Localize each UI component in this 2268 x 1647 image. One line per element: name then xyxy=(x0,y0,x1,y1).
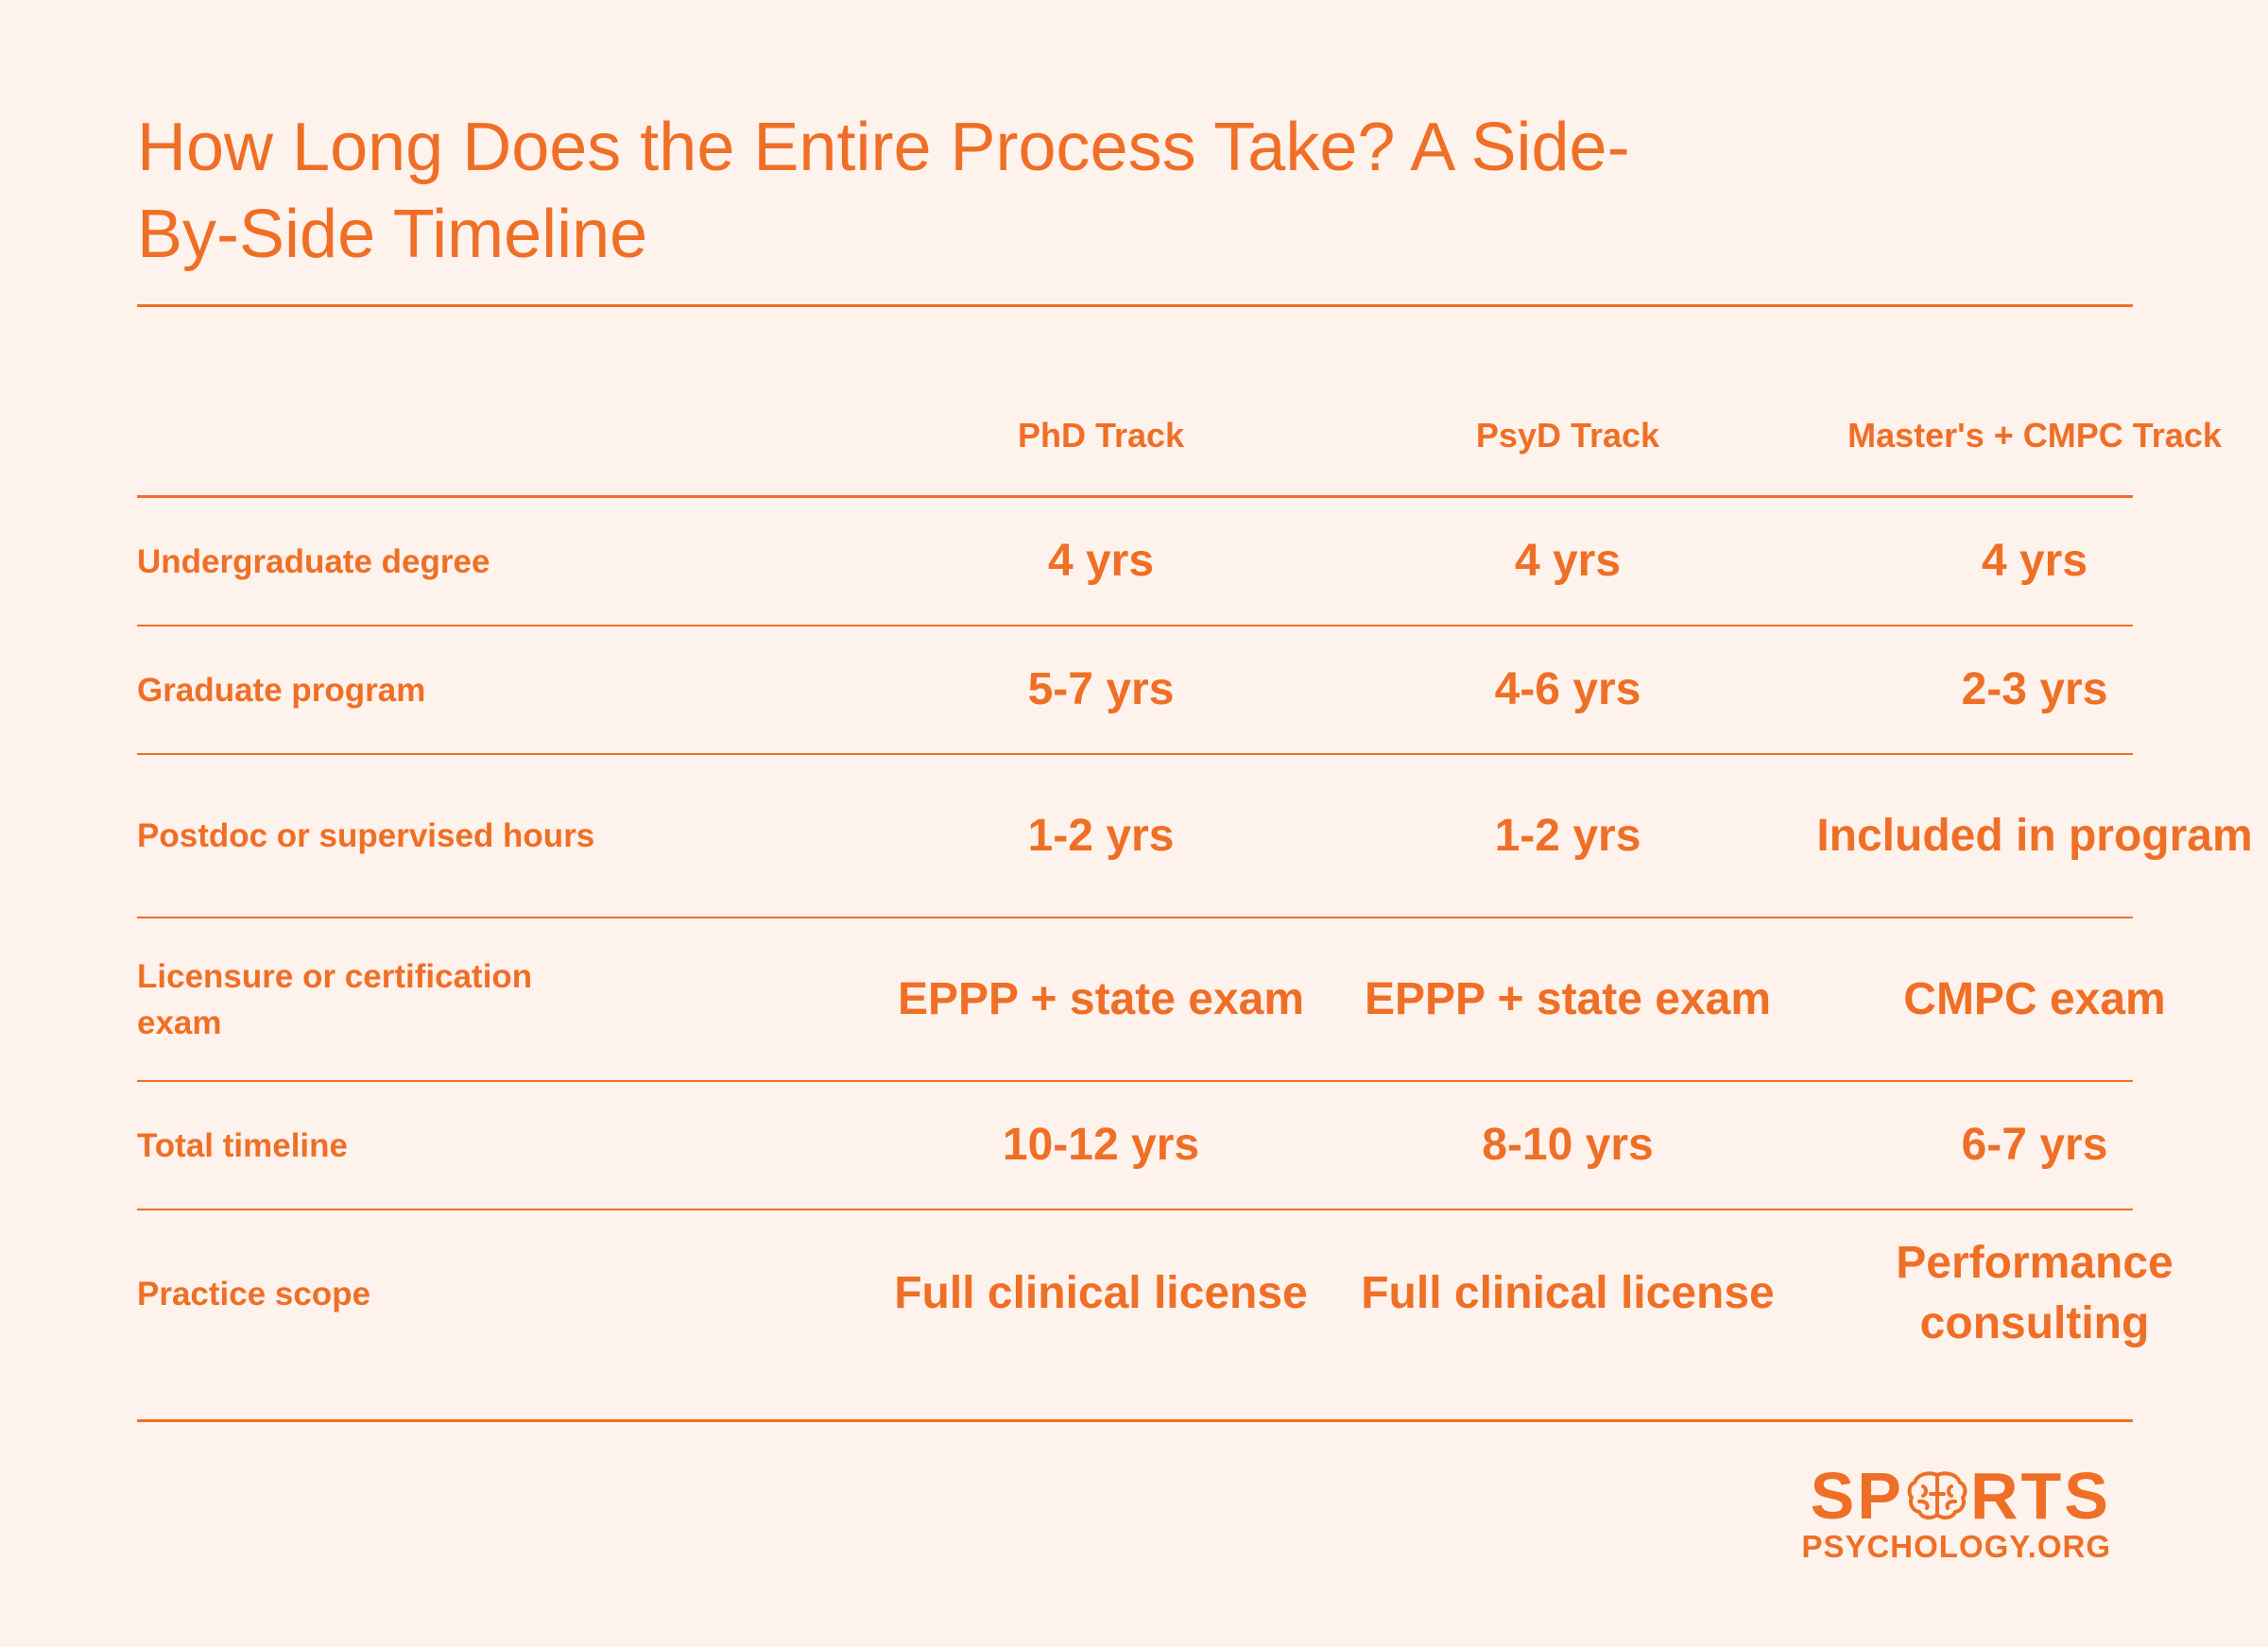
table-cell: 1-2 yrs xyxy=(1494,810,1641,861)
table-bottom-divider xyxy=(137,1419,2133,1422)
row-label: Undergraduate degree xyxy=(137,542,490,580)
title-divider xyxy=(137,304,2133,307)
table-cell: 10-12 yrs xyxy=(1002,1120,1200,1170)
table-cell: EPPP + state exam xyxy=(1364,973,1772,1024)
page-title: How Long Does the Entire Process Take? A… xyxy=(137,110,1630,272)
row-label: Graduate program xyxy=(137,671,426,709)
column-header-phd: PhD Track xyxy=(1017,416,1185,455)
table-cell: 8-10 yrs xyxy=(1482,1120,1654,1170)
sportspsychology-logo: SP RTS PSYCHOLOGY.ORG xyxy=(1801,1463,2111,1565)
table-cell: 5-7 yrs xyxy=(1027,664,1175,714)
table-cell: 4 yrs xyxy=(1981,536,2088,586)
table-row: Total timeline 10-12 yrs 8-10 yrs 6-7 yr… xyxy=(137,1082,2133,1210)
logo-subtext: PSYCHOLOGY.ORG xyxy=(1801,1529,2111,1564)
row-label: Practice scope xyxy=(137,1275,371,1312)
table-row: Graduate program 5-7 yrs 4-6 yrs 2-3 yrs xyxy=(137,626,2133,755)
table-row: Undergraduate degree 4 yrs 4 yrs 4 yrs xyxy=(137,498,2133,626)
row-label: Licensure or certification exam xyxy=(137,957,533,1041)
table-cell: 4-6 yrs xyxy=(1494,664,1641,714)
table-cell: Full clinical license xyxy=(1361,1268,1775,1318)
table-cell: CMPC exam xyxy=(1903,973,2166,1024)
table-header-row: PhD Track PsyD Track Master's + CMPC Tra… xyxy=(137,378,2222,498)
table-cell: EPPP + state exam xyxy=(897,973,1305,1024)
timeline-table: PhD Track PsyD Track Master's + CMPC Tra… xyxy=(137,378,2253,1377)
table-row: Licensure or certification exam EPPP + s… xyxy=(137,918,2166,1082)
table-cell: 2-3 yrs xyxy=(1961,664,2108,714)
row-label: Postdoc or supervised hours xyxy=(137,817,595,854)
logo-wordmark: SP RTS xyxy=(1801,1463,2111,1529)
table-cell: 6-7 yrs xyxy=(1961,1120,2108,1170)
logo-text-left: SP xyxy=(1810,1459,1904,1533)
column-header-masters-cmpc: Master's + CMPC Track xyxy=(1847,416,2222,455)
table-cell: 4 yrs xyxy=(1047,536,1155,586)
table-cell: 4 yrs xyxy=(1514,536,1622,586)
table-cell: Performance consulting xyxy=(1896,1238,2174,1348)
table-cell: Included in program xyxy=(1816,810,2253,861)
row-label: Total timeline xyxy=(137,1126,348,1164)
table-row: Postdoc or supervised hours 1-2 yrs 1-2 … xyxy=(137,755,2253,918)
table-cell: 1-2 yrs xyxy=(1027,810,1175,861)
logo-text-right: RTS xyxy=(1970,1459,2111,1533)
table-row: Practice scope Full clinical license Ful… xyxy=(137,1210,2174,1377)
table-cell: Full clinical license xyxy=(894,1268,1308,1318)
brain-icon xyxy=(1907,1471,1967,1520)
column-header-psyd: PsyD Track xyxy=(1475,416,1660,455)
